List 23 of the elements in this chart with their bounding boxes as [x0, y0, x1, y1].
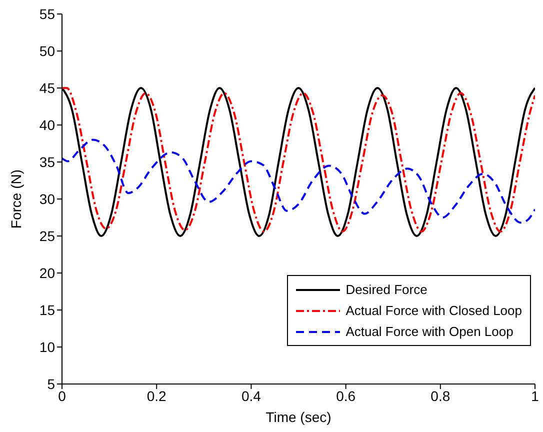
y-tick-label: 55 — [39, 6, 56, 22]
y-tick-label: 15 — [39, 302, 56, 318]
y-tick-label: 50 — [39, 42, 56, 59]
legend-label: Actual Force with Closed Loop — [346, 303, 522, 318]
x-tick-label: 1 — [531, 388, 540, 404]
y-tick-label: 45 — [39, 80, 56, 96]
x-tick-label: 0.8 — [430, 388, 450, 404]
legend-label: Desired Force — [346, 282, 428, 297]
y-axis-title: Force (N) — [8, 169, 24, 229]
y-tick-label: 5 — [47, 376, 56, 392]
line-series — [62, 138, 535, 224]
y-tick-label: 40 — [39, 116, 56, 133]
x-axis-title: Time (sec) — [266, 409, 332, 425]
x-tick-label: 0.2 — [146, 388, 167, 404]
x-tick-label: 0.6 — [336, 388, 356, 404]
y-tick-label: 25 — [39, 228, 56, 244]
x-tick-label: 0.4 — [241, 388, 262, 404]
y-tick-label: 35 — [39, 154, 56, 170]
y-tick-label: 10 — [39, 338, 56, 355]
x-tick-label: 0 — [58, 388, 66, 404]
y-tick-label: 20 — [39, 264, 56, 281]
legend-label: Actual Force with Open Loop — [346, 324, 514, 339]
y-tick-label: 30 — [39, 190, 56, 207]
